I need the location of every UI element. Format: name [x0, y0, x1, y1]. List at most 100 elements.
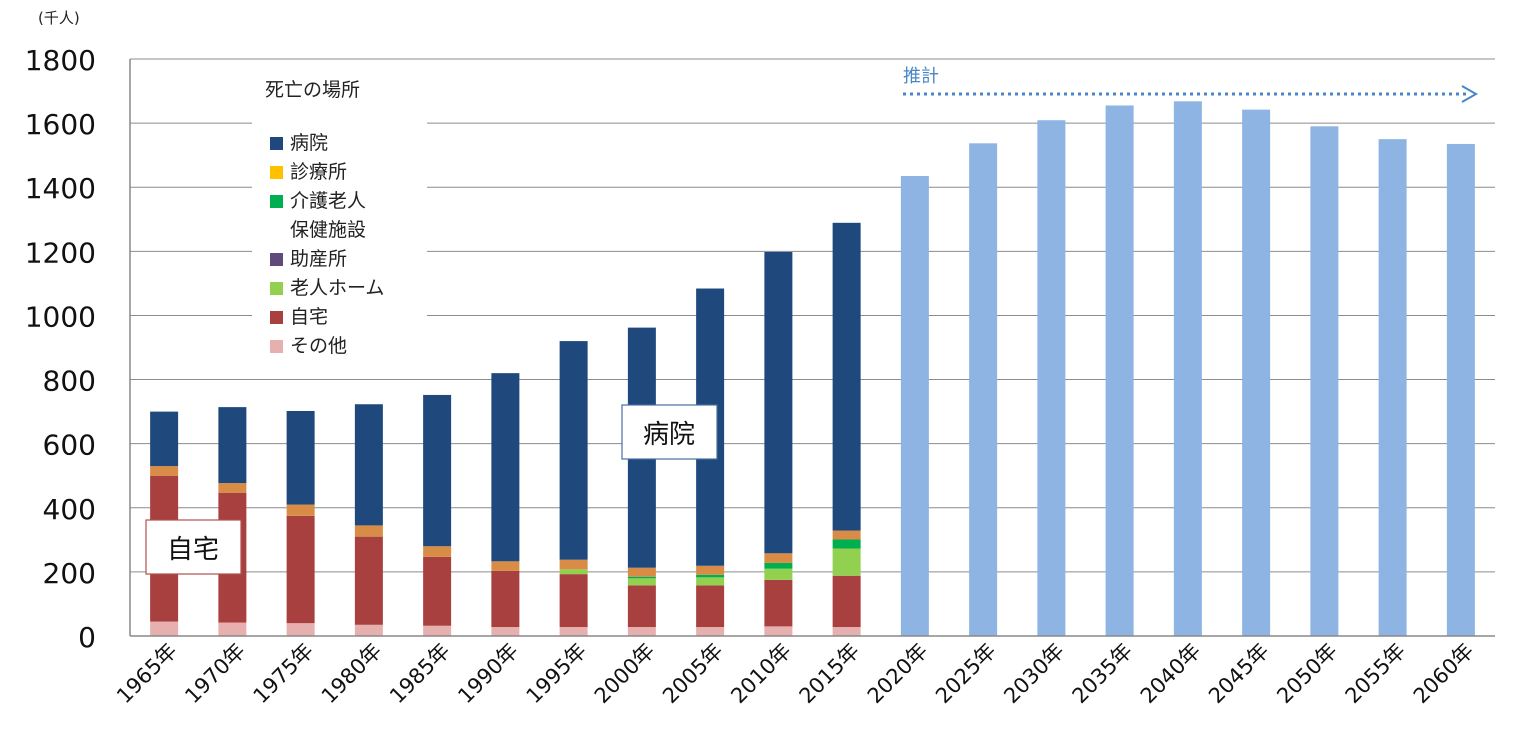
bar-segment: [969, 143, 998, 637]
bar-segment: [627, 578, 656, 586]
legend-label: 介護老人: [290, 190, 366, 212]
legend-label: 病院: [290, 132, 328, 154]
projection-arrow: 推計: [903, 66, 1479, 103]
bar-segment: [354, 624, 383, 636]
bar-segment: [286, 410, 315, 505]
callout-hospital: 病院: [621, 404, 718, 460]
bar-segment: [559, 559, 588, 570]
bar-segment: [423, 625, 452, 636]
bar-segment: [1242, 109, 1271, 637]
y-tick-label: 800: [43, 365, 96, 398]
y-tick-label: 200: [43, 557, 96, 590]
bar-segment: [832, 530, 861, 540]
y-tick-label: 600: [43, 429, 96, 462]
legend-label: 助産所: [290, 248, 347, 270]
legend-swatch: [270, 137, 283, 150]
legend-swatch: [270, 282, 283, 295]
y-tick-label: 1800: [25, 44, 96, 77]
x-tick-label: 2025年: [931, 639, 1001, 709]
legend-label: その他: [290, 335, 347, 357]
bar-segment: [1310, 126, 1339, 637]
bar-segment: [1105, 105, 1134, 637]
bar-segment: [696, 627, 725, 636]
legend-swatch: [270, 253, 283, 266]
y-axis: 0 200 400 600 800 1000 1200 1400 1600 1800: [25, 44, 96, 654]
x-tick-label: 2060年: [1409, 639, 1479, 709]
unit-label: (千人): [38, 9, 80, 27]
bar-segment: [696, 565, 725, 575]
bar-segment: [627, 576, 656, 579]
bar-segment: [559, 341, 588, 560]
bar-segment: [696, 585, 725, 628]
legend-title: 死亡の場所: [265, 79, 360, 101]
x-tick-label: 2035年: [1068, 639, 1138, 709]
legend-label: 自宅: [290, 306, 328, 328]
y-tick-label: 1600: [25, 108, 96, 141]
bar-segment: [832, 575, 861, 628]
bar-segment: [1378, 139, 1407, 636]
bar-segment: [354, 525, 383, 537]
bar-segment: [150, 466, 179, 476]
bar-segment: [491, 627, 520, 636]
bar-segment: [627, 585, 656, 628]
bar-segment: [354, 536, 383, 625]
bar-segment: [1173, 101, 1202, 636]
bar-segment: [832, 222, 861, 531]
y-tick-label: 1200: [25, 236, 96, 269]
callout-home-text: 自宅: [167, 535, 219, 565]
x-tick-label: 1965年: [112, 639, 182, 709]
x-tick-label: 2050年: [1272, 639, 1342, 709]
bar-segment: [423, 394, 452, 547]
bar-segment: [832, 539, 861, 549]
x-tick-label: 2010年: [726, 639, 796, 709]
x-tick-label: 2020年: [863, 639, 933, 709]
bar-segment: [764, 553, 793, 563]
bar-segment: [1037, 120, 1066, 636]
x-tick-label: 2055年: [1341, 639, 1411, 709]
bar-segment: [286, 623, 315, 636]
y-tick-label: 1000: [25, 300, 96, 333]
x-tick-label: 2030年: [999, 639, 1069, 709]
bar-segment: [491, 373, 520, 562]
bar-segment: [491, 570, 520, 628]
bar-segment: [764, 568, 793, 580]
bar-segment: [764, 251, 793, 554]
x-tick-label: 1980年: [317, 639, 387, 709]
x-axis: 1965年1970年1975年1980年1985年1990年1995年2000年…: [112, 639, 1478, 709]
legend-label: 診療所: [290, 161, 347, 183]
bar-segment: [559, 574, 588, 628]
x-tick-label: 1970年: [180, 639, 250, 709]
bar-segment: [354, 404, 383, 526]
projection-label: 推計: [903, 66, 939, 87]
bar-segment: [286, 504, 315, 516]
x-tick-label: 1975年: [249, 639, 319, 709]
x-tick-label: 1995年: [522, 639, 592, 709]
callout-hospital-text: 病院: [643, 420, 695, 450]
bar-segment: [764, 562, 793, 569]
bar-segment: [218, 622, 247, 636]
bar-segment: [764, 626, 793, 636]
legend-swatch: [270, 311, 283, 324]
callout-home: 自宅: [145, 519, 242, 575]
legend-swatch: [270, 195, 283, 208]
bar-segment: [150, 411, 179, 467]
bar-segment: [559, 627, 588, 636]
x-tick-label: 2015年: [795, 639, 865, 709]
legend-label: 老人ホーム: [290, 277, 384, 299]
bar-segment: [423, 546, 452, 557]
bar-segment: [286, 515, 315, 624]
legend-swatch: [270, 166, 283, 179]
bar-segment: [423, 556, 452, 626]
bar-segment: [491, 561, 520, 571]
legend-swatch: [270, 340, 283, 353]
bar-segment: [627, 567, 656, 577]
bar-segment: [696, 574, 725, 578]
x-tick-label: 2005年: [658, 639, 728, 709]
bar-segment: [696, 577, 725, 586]
bar-segment: [900, 176, 929, 636]
y-tick-label: 0: [78, 621, 96, 654]
bar-segment: [832, 627, 861, 636]
bar-segment: [627, 627, 656, 636]
bar-segment: [559, 569, 588, 575]
